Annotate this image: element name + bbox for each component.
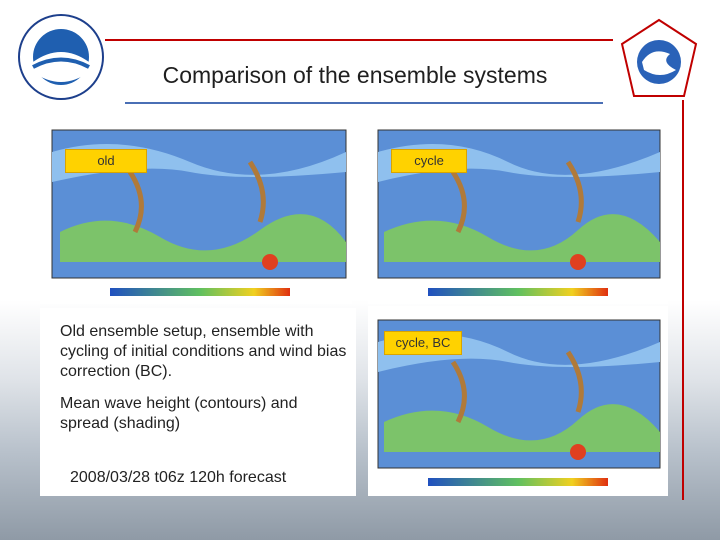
forecast-info: 2008/03/28 t06z 120h forecast [70, 469, 287, 486]
slide-title: Comparison of the ensemble systems [162, 62, 548, 88]
noaa-logo [18, 14, 104, 100]
map-cycle [368, 112, 668, 304]
map-old [40, 112, 352, 304]
panel-label: cycle, BC [384, 331, 462, 355]
text-box: Old ensemble setup, ensemble with cyclin… [40, 308, 356, 496]
map-cycle-bc [368, 306, 668, 496]
description: Old ensemble setup, ensemble with cyclin… [60, 323, 347, 380]
description: Mean wave height (contours) and spread (… [60, 395, 298, 432]
nws-logo [620, 18, 698, 97]
side-rule [682, 100, 684, 500]
top-rule [105, 39, 613, 41]
title-rule [125, 102, 603, 104]
panel-label: old [65, 149, 147, 173]
panel-label: cycle [391, 149, 467, 173]
